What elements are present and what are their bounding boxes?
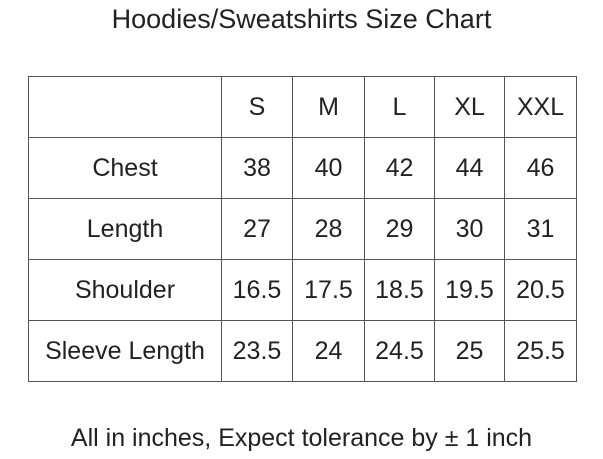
footer-note: All in inches, Expect tolerance by ± 1 i… [70, 424, 533, 452]
size-header: L [364, 76, 435, 138]
measure-value: 27 [221, 198, 293, 260]
measure-value: 42 [364, 137, 435, 199]
measure-value: 20.5 [504, 259, 577, 321]
corner-cell [28, 76, 222, 138]
row-label: Chest [28, 137, 222, 199]
measure-value: 25.5 [504, 320, 577, 382]
measure-value: 16.5 [221, 259, 293, 321]
measure-value: 24.5 [364, 320, 435, 382]
size-header: S [221, 76, 293, 138]
measure-value: 31 [504, 198, 577, 260]
measure-value: 24 [292, 320, 365, 382]
measure-value: 19.5 [434, 259, 505, 321]
measure-row: Chest 38 40 42 44 46 [28, 137, 577, 199]
title: Hoodies/Sweatshirts Size Chart [111, 4, 492, 34]
measure-value: 23.5 [221, 320, 293, 382]
header-row: S M L XL XXL [28, 76, 577, 138]
measure-value: 40 [292, 137, 365, 199]
measure-value: 17.5 [292, 259, 365, 321]
table-body: S M L XL XXL Chest 38 40 42 44 46 Length 27 28 29 30 31 S… [28, 76, 577, 382]
row-label: Sleeve Length [28, 320, 222, 382]
size-header: M [292, 76, 365, 138]
size-table: S M L XL XXL Chest 38 40 42 44 46 Length 27 28 29 30 31 S… [28, 76, 577, 382]
size-header: XXL [504, 76, 577, 138]
measure-value: 25 [434, 320, 505, 382]
row-label: Length [28, 198, 222, 260]
measure-value: 29 [364, 198, 435, 260]
measure-row: Length 27 28 29 30 31 [28, 198, 577, 260]
measure-value: 28 [292, 198, 365, 260]
size-header: XL [434, 76, 505, 138]
row-label: Shoulder [28, 259, 222, 321]
measure-value: 30 [434, 198, 505, 260]
measure-value: 38 [221, 137, 293, 199]
measure-value: 46 [504, 137, 577, 199]
measure-value: 18.5 [364, 259, 435, 321]
measure-row: Shoulder 16.5 17.5 18.5 19.5 20.5 [28, 259, 577, 321]
measure-row: Sleeve Length 23.5 24 24.5 25 25.5 [28, 320, 577, 382]
measure-value: 44 [434, 137, 505, 199]
